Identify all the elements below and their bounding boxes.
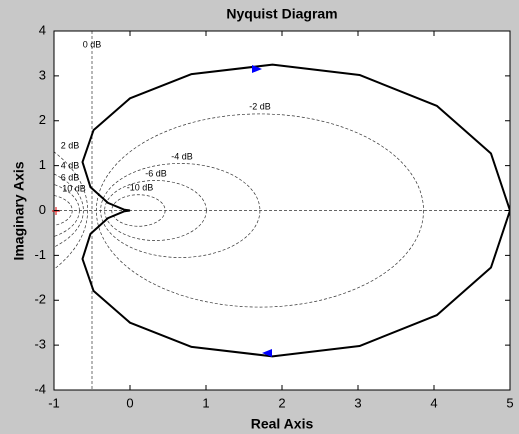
x-tick-label: 5	[506, 395, 513, 410]
y-tick-label: -1	[34, 247, 46, 262]
y-tick-label: 0	[39, 202, 46, 217]
curves	[81, 63, 510, 358]
x-tick-label: 4	[430, 395, 437, 410]
m-circle	[100, 163, 261, 258]
m-circle-label: 10 dB	[62, 183, 86, 193]
y-tick-label: -3	[34, 337, 46, 352]
x-tick-label: 3	[354, 395, 361, 410]
m-circle-label: 2 dB	[61, 140, 80, 150]
y-tick-label: 3	[39, 67, 46, 82]
nyquist-curve	[81, 63, 510, 212]
y-tick-label: 2	[39, 112, 46, 127]
x-axis-label: Real Axis	[251, 416, 314, 432]
m-circle	[54, 184, 80, 237]
y-axis-label: Imaginary Axis	[11, 161, 27, 260]
m-circle-label: 0 dB	[83, 39, 102, 49]
m-circle-label: -10 dB	[127, 182, 154, 192]
x-tick-label: 2	[278, 395, 285, 410]
x-tick-label: 1	[202, 395, 209, 410]
m-circle	[54, 173, 84, 248]
y-tick-label: -4	[34, 381, 46, 396]
m-circle	[96, 113, 424, 308]
y-tick-label: 4	[39, 22, 46, 37]
x-tick-label: 0	[126, 395, 133, 410]
m-circle	[104, 180, 207, 241]
y-tick-label: -2	[34, 292, 46, 307]
chart-title: Nyquist Diagram	[226, 6, 337, 22]
direction-arrow	[252, 65, 262, 73]
m-circle	[111, 194, 166, 227]
m-circle-label: 4 dB	[61, 160, 80, 170]
m-circle-label: -2 dB	[249, 101, 271, 111]
m-circle	[54, 195, 73, 226]
m-circle-label: -4 dB	[171, 151, 193, 161]
m-circle	[54, 151, 88, 270]
x-tick-label: -1	[48, 395, 60, 410]
y-tick-label: 1	[39, 157, 46, 172]
direction-arrow	[262, 349, 272, 357]
nyquist-curve	[81, 209, 510, 358]
m-circle-label: -6 dB	[145, 168, 167, 178]
m-circle-label: 6 dB	[61, 172, 80, 182]
